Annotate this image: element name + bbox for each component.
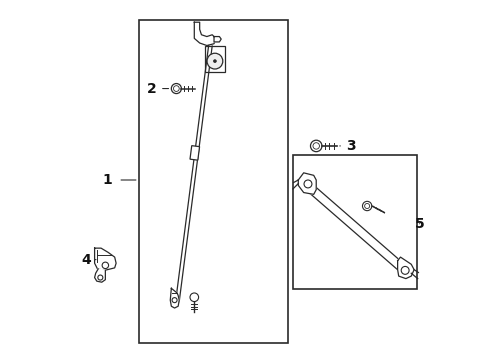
Polygon shape [94, 248, 116, 270]
Bar [190, 146, 199, 160]
Circle shape [362, 201, 371, 211]
Circle shape [171, 84, 181, 94]
Bar [139, 21, 287, 343]
Polygon shape [214, 37, 221, 42]
Text: 5: 5 [414, 217, 424, 231]
Polygon shape [94, 269, 105, 282]
Text: 2: 2 [146, 82, 156, 95]
Text: 3: 3 [346, 139, 355, 153]
Text: 1: 1 [102, 173, 112, 187]
Circle shape [206, 53, 223, 69]
Bar [204, 45, 224, 72]
Polygon shape [397, 257, 413, 279]
Polygon shape [194, 22, 215, 45]
Text: 4: 4 [81, 253, 91, 267]
Circle shape [213, 60, 216, 63]
Polygon shape [298, 173, 316, 194]
Circle shape [190, 293, 198, 302]
Bar [292, 155, 416, 289]
Polygon shape [170, 288, 179, 308]
Circle shape [310, 140, 321, 152]
